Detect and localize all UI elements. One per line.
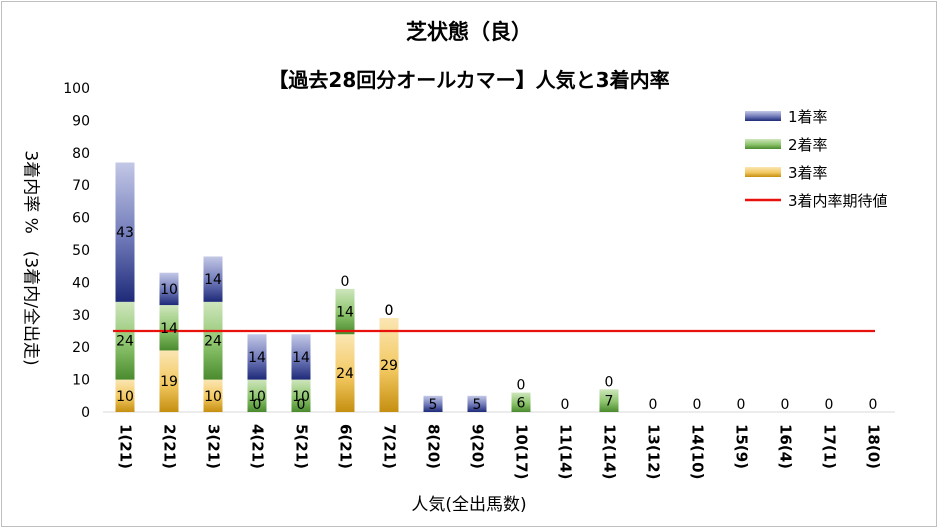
y-tick-label: 50 xyxy=(72,243,90,259)
bar-segment xyxy=(291,379,311,412)
y-tick-label: 30 xyxy=(72,308,90,324)
x-tick-label: 10(17) xyxy=(513,424,531,479)
data-label: 10 xyxy=(160,282,178,298)
legend-entry: 2着率 xyxy=(788,136,828,154)
bar-segment xyxy=(379,318,399,412)
data-label: 24 xyxy=(336,366,354,382)
bar-segment xyxy=(159,305,179,351)
data-label: 10 xyxy=(204,389,222,405)
data-label: 7 xyxy=(605,394,614,410)
data-label: 0 xyxy=(737,397,746,413)
data-label: 14 xyxy=(248,350,266,366)
data-label: 6 xyxy=(517,395,526,411)
x-tick-label: 15(9) xyxy=(733,424,751,469)
x-tick-label: 3(21) xyxy=(205,424,223,469)
x-tick-label: 16(4) xyxy=(777,424,795,469)
legend-swatch xyxy=(745,111,781,121)
bar-segment xyxy=(247,334,267,380)
x-tick-label: 12(14) xyxy=(601,424,619,479)
bar-segment xyxy=(203,256,223,302)
bar-segment xyxy=(467,395,487,412)
data-label: 14 xyxy=(204,272,222,288)
data-label: 0 xyxy=(385,303,394,319)
bar-segment xyxy=(115,162,135,302)
data-label: 0 xyxy=(385,303,394,319)
data-label: 0 xyxy=(693,397,702,413)
data-label: 10 xyxy=(292,389,310,405)
data-label: 0 xyxy=(825,397,834,413)
data-label: 24 xyxy=(116,334,134,350)
bar-segment xyxy=(159,272,179,306)
data-label: 24 xyxy=(204,334,222,350)
bar-segment xyxy=(335,334,355,412)
x-tick-label: 5(21) xyxy=(293,424,311,469)
data-label: 5 xyxy=(429,397,438,413)
x-tick-label: 9(20) xyxy=(469,424,487,469)
bar-segment xyxy=(423,395,443,412)
bar-segment xyxy=(335,288,355,335)
bar-segment xyxy=(203,301,223,380)
x-tick-label: 17(1) xyxy=(821,424,839,469)
data-label: 10 xyxy=(248,389,266,405)
y-tick-label: 60 xyxy=(72,211,90,227)
bar-segment xyxy=(247,379,267,412)
legend-swatch xyxy=(745,139,781,149)
y-tick-label: 70 xyxy=(72,178,90,194)
data-label: 5 xyxy=(473,397,482,413)
x-tick-label: 2(21) xyxy=(161,424,179,469)
bar-segment xyxy=(511,392,531,412)
x-tick-label: 6(21) xyxy=(337,424,355,469)
data-label: 14 xyxy=(336,305,354,321)
chart-title: 芝状態（良） xyxy=(406,20,532,44)
data-label: 10 xyxy=(116,389,134,405)
x-tick-label: 18(0) xyxy=(865,424,883,469)
bar-segment xyxy=(599,389,619,412)
data-label: 29 xyxy=(380,358,398,374)
bar-segment xyxy=(115,379,135,412)
y-tick-label: 0 xyxy=(81,405,90,421)
y-tick-label: 90 xyxy=(72,113,90,129)
x-tick-label: 4(21) xyxy=(249,424,267,469)
data-label: 0 xyxy=(649,397,658,413)
y-tick-label: 100 xyxy=(63,81,90,97)
data-label: 0 xyxy=(253,397,262,413)
data-label: 0 xyxy=(341,274,350,290)
x-tick-label: 1(21) xyxy=(117,424,135,469)
y-tick-label: 40 xyxy=(72,275,90,291)
legend-entry: 3着内率期待値 xyxy=(788,192,888,210)
bar-segment xyxy=(203,379,223,412)
legend-swatch xyxy=(745,167,781,177)
data-label: 0 xyxy=(561,397,570,413)
bar-segment xyxy=(159,350,179,412)
data-label: 43 xyxy=(116,225,134,241)
data-label: 14 xyxy=(292,350,310,366)
chart-subtitle: 【過去28回分オールカマー】人気と3着内率 xyxy=(268,68,670,92)
x-tick-label: 14(10) xyxy=(689,424,707,479)
x-axis-label: 人気(全出馬数) xyxy=(411,495,527,515)
legend-entry: 1着率 xyxy=(788,108,828,126)
data-label: 19 xyxy=(160,374,178,390)
data-label: 0 xyxy=(517,378,526,394)
y-tick-label: 20 xyxy=(72,340,90,356)
data-label: 14 xyxy=(160,321,178,337)
x-tick-label: 11(14) xyxy=(557,424,575,479)
data-label: 0 xyxy=(605,374,614,390)
bar-segment xyxy=(115,301,135,380)
y-tick-label: 80 xyxy=(72,146,90,162)
data-label: 0 xyxy=(869,397,878,413)
y-tick-label: 10 xyxy=(72,373,90,389)
data-label: 0 xyxy=(781,397,790,413)
x-tick-label: 8(20) xyxy=(425,424,443,469)
bar-segment xyxy=(291,334,311,380)
x-tick-label: 7(21) xyxy=(381,424,399,469)
legend-entry: 3着率 xyxy=(788,164,828,182)
data-label: 0 xyxy=(297,397,306,413)
x-tick-label: 13(12) xyxy=(645,424,663,479)
